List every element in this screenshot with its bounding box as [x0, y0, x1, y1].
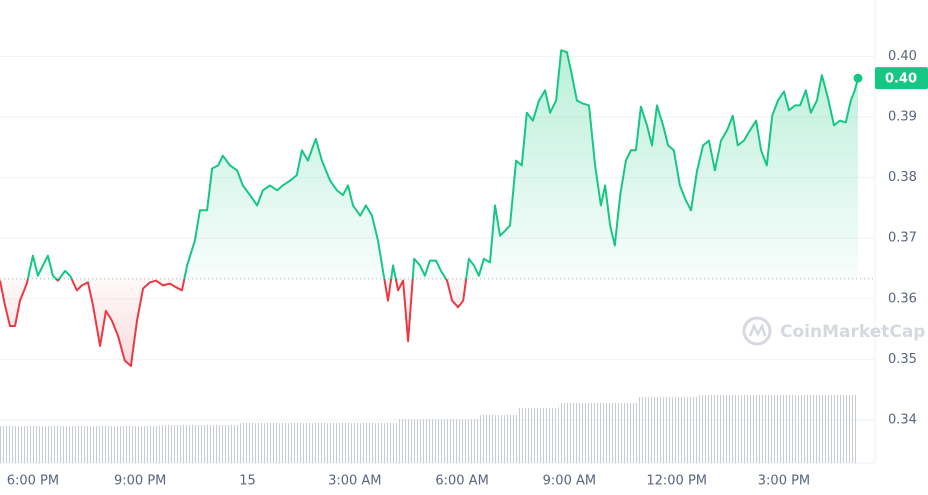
volume-bar	[438, 419, 459, 463]
volume-bar	[698, 395, 719, 463]
y-tick-label: 0.36	[888, 291, 917, 306]
volume-bar	[219, 425, 240, 463]
volume-bar	[738, 395, 759, 463]
volume-bar	[399, 419, 420, 463]
volume-bar	[279, 423, 300, 463]
volume-bar	[359, 423, 380, 463]
y-tick-label: 0.34	[888, 412, 917, 427]
last-price-dot	[853, 73, 863, 83]
y-tick-label: 0.35	[888, 352, 917, 367]
volume-bar	[558, 403, 579, 463]
volume-bar	[638, 397, 659, 463]
volume-bar	[119, 426, 140, 463]
volume-bar	[19, 426, 40, 463]
watermark: CoinMarketCap	[742, 316, 925, 346]
y-tick-label: 0.38	[888, 170, 917, 185]
volume-bar	[598, 403, 619, 463]
volume-bar	[678, 397, 699, 463]
volume-bar	[39, 426, 60, 463]
volume-bar	[498, 415, 519, 463]
volume-bar	[259, 423, 280, 463]
volume-bar	[578, 403, 599, 463]
volume-bar	[139, 426, 160, 463]
x-tick-label: 15	[239, 474, 256, 489]
y-tick-label: 0.37	[888, 231, 917, 246]
volume-bar	[159, 425, 180, 463]
x-tick-label: 3:00 PM	[758, 474, 810, 489]
volume-bar	[79, 426, 100, 463]
volume-bar	[379, 423, 400, 463]
volume-bar	[458, 419, 479, 463]
volume-bar	[658, 397, 679, 463]
volume-bar	[618, 403, 639, 463]
volume-bar	[199, 425, 220, 463]
volume-bar	[818, 395, 839, 463]
volume-bar	[179, 425, 200, 463]
x-tick-label: 9:00 AM	[543, 474, 596, 489]
y-tick-label: 0.39	[888, 109, 917, 124]
x-tick-label: 9:00 PM	[114, 474, 166, 489]
x-tick-label: 12:00 PM	[646, 474, 707, 489]
volume-bar	[0, 426, 20, 463]
x-tick-label: 3:00 AM	[328, 474, 381, 489]
watermark-text: CoinMarketCap	[780, 322, 925, 342]
volume-bar	[99, 426, 120, 463]
volume-bar	[758, 395, 779, 463]
x-tick-label: 6:00 AM	[435, 474, 488, 489]
volume-bar	[478, 415, 499, 463]
volume-bar	[299, 423, 320, 463]
volume-bar	[59, 426, 80, 463]
volume-bar	[518, 408, 539, 463]
volume-bar	[798, 395, 819, 463]
volume-bar	[838, 395, 858, 463]
volume-bar	[239, 423, 260, 463]
volume-bar	[319, 423, 340, 463]
volume-bar	[538, 408, 559, 463]
volume-bar	[718, 395, 739, 463]
volume-bar	[339, 423, 360, 463]
last-price-badge	[875, 67, 928, 90]
x-tick-label: 6:00 PM	[7, 474, 59, 489]
price-area	[0, 50, 858, 367]
price-line	[0, 49, 859, 367]
y-tick-label: 0.40	[888, 49, 917, 64]
last-price-label: 0.40	[885, 72, 917, 87]
volume-bar	[419, 419, 439, 463]
volume-bar	[778, 395, 799, 463]
